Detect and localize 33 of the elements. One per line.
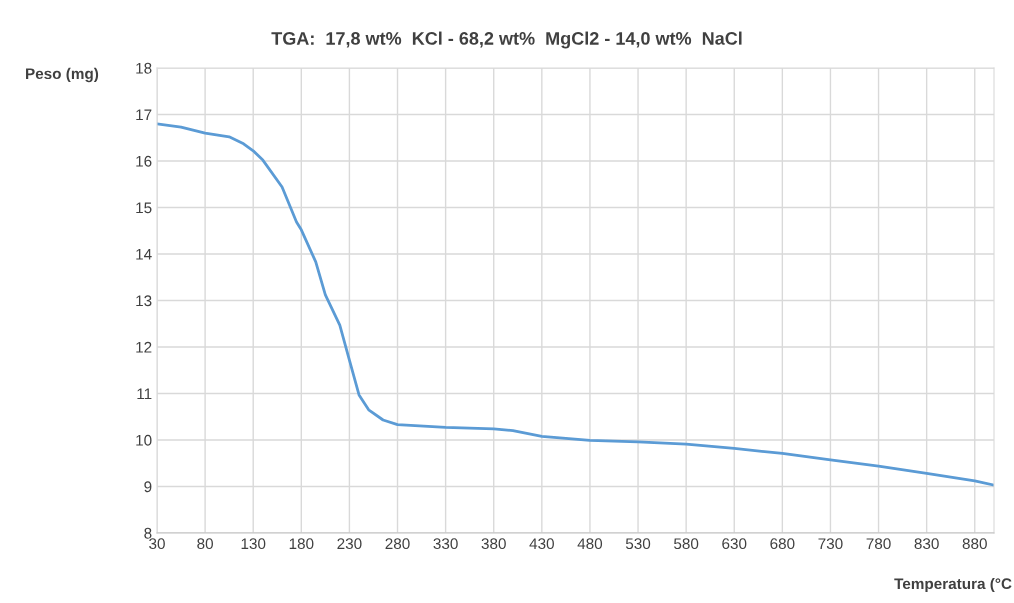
y-tick-label: 11: [137, 388, 152, 400]
x-tick-label: 730: [818, 538, 843, 550]
x-tick-label: 30: [149, 538, 165, 550]
y-tick-label: 12: [136, 341, 152, 353]
line-series: [157, 122, 994, 487]
x-tick-label: 230: [337, 538, 362, 550]
x-tick-label: 680: [770, 538, 795, 550]
x-tick-label: 430: [529, 538, 554, 550]
y-tick-label: 16: [136, 155, 152, 167]
y-tick-label: 8: [144, 527, 152, 539]
y-tick-label: 18: [136, 62, 152, 74]
y-tick-label: 10: [136, 434, 152, 446]
x-tick-label: 80: [197, 538, 213, 550]
x-tick-label: 330: [433, 538, 458, 550]
x-tick-label: 380: [481, 538, 506, 550]
x-tick-label: 480: [577, 538, 603, 550]
x-tick-label: 530: [625, 538, 651, 550]
y-tick-label: 15: [136, 202, 152, 214]
x-tick-label: 180: [289, 538, 314, 550]
x-tick-label: 580: [674, 538, 699, 550]
x-axis-title: Temperatura (°C: [894, 577, 1012, 593]
y-axis-title: Peso (mg): [26, 67, 99, 83]
chart-title: TGA: 17,8 wt% KCl - 68,2 wt% MgCl2 - 14,0 wt% NaCl: [271, 31, 742, 49]
y-tick-label: 17: [136, 109, 152, 121]
x-tick-label: 280: [385, 538, 410, 550]
x-tick-label: 830: [914, 538, 939, 550]
y-tick-label: 14: [136, 249, 152, 260]
x-tick-label: 630: [722, 538, 747, 550]
y-tick-label: 13: [136, 295, 152, 307]
x-tick-label: 130: [241, 538, 266, 550]
y-tick-label: 9: [144, 481, 152, 493]
x-tick-label: 780: [866, 538, 891, 550]
x-tick-label: 880: [962, 538, 987, 550]
